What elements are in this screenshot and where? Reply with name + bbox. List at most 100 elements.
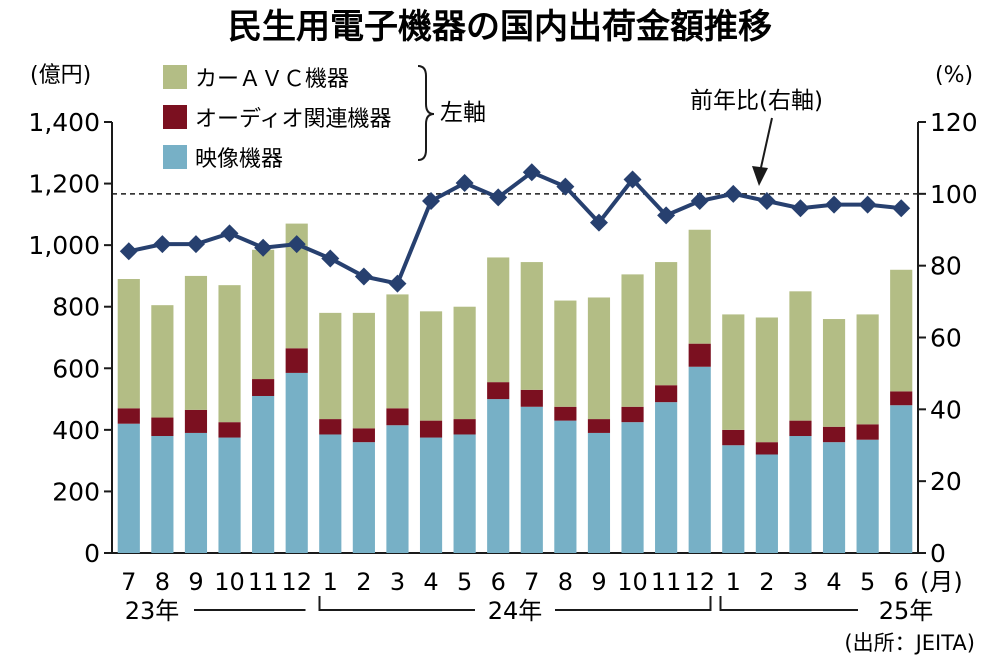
yoy-line [128,169,902,286]
yoy-point [220,224,239,243]
bar-audio [252,379,275,396]
bar-car-avc [554,300,577,407]
x-tick-label: 9 [188,568,203,596]
bar-audio [655,385,678,403]
left-tick-label: 1,200 [28,170,100,199]
x-tick-label: 11 [248,568,279,596]
yoy-point [724,184,743,203]
bar-car-avc [688,229,711,344]
x-tick-label: 8 [558,568,573,596]
chart-title: 民生用電子機器の国内出荷金額推移 [228,7,772,47]
year-label: 23年 [125,597,180,625]
bar-audio [285,348,308,373]
x-tick-label: 11 [651,568,682,596]
yoy-point [321,249,340,268]
bar-car-avc [621,274,644,407]
x-tick-label: 4 [423,568,438,596]
bar-video [419,437,443,553]
legend-group-label: 左軸 [440,100,486,126]
bar-audio [352,428,375,443]
bar-video [755,454,778,553]
yoy-point [522,163,541,182]
x-tick-label: 2 [759,568,774,596]
legend-label-car-avc: カーＡＶＣ機器 [195,67,349,92]
bar-car-avc [252,249,275,380]
x-tick-label: 5 [860,568,875,596]
year-label: 24年 [488,597,543,625]
left-tick-label: 1,000 [28,231,100,260]
bar-car-avc [117,279,140,409]
left-tick-label: 200 [52,477,100,506]
source-note: (出所：JEITA) [844,631,975,655]
legend-swatch-car-avc [163,65,187,89]
bar-video [285,372,308,553]
bar-audio [487,382,510,400]
bar-audio [419,420,443,438]
x-tick-label: 9 [591,568,606,596]
bar-car-avc [520,262,543,390]
right-tick-label: 20 [930,467,962,496]
bar-car-avc [856,314,879,425]
legend-label-audio: オーディオ関連機器 [195,107,391,132]
legend-swatch-audio [163,105,187,129]
bar-video [789,436,812,553]
line-annotation: 前年比(右軸) [690,88,823,114]
bar-video [722,445,745,553]
bar-video [117,423,140,553]
bar-video [352,442,375,553]
year-bracket [555,596,712,611]
yoy-point [858,195,877,214]
yoy-point [153,235,172,254]
bar-video [554,420,577,553]
x-tick-label: 1 [323,568,338,596]
bar-car-avc [419,311,443,421]
yoy-point [455,174,474,193]
yoy-point [825,195,844,214]
yoy-point [388,274,407,293]
bar-audio [621,406,644,423]
yoy-point [791,199,810,218]
x-tick-label: 3 [793,568,808,596]
bar-audio [554,406,577,421]
right-tick-label: 0 [930,539,946,568]
x-tick-label: 10 [214,568,245,596]
yoy-point [186,235,205,254]
yoy-point [489,188,508,207]
year-bracket [318,596,475,611]
bar-video [386,425,409,553]
bars [117,223,913,553]
left-tick-label: 1,400 [28,108,100,137]
x-tick-label: 6 [894,568,909,596]
bar-video [184,432,208,553]
bar-car-avc [285,223,308,349]
yoy-point [422,192,441,211]
yoy-point [657,206,676,225]
right-tick-label: 60 [930,324,962,353]
left-tick-label: 600 [52,354,100,383]
left-tick-label: 800 [52,293,100,322]
bar-car-avc [587,297,611,420]
bar-car-avc [822,319,846,427]
bar-video [520,406,543,553]
yoy-point [354,267,373,286]
x-axis-unit: (月) [920,568,963,596]
yoy-point [757,192,776,211]
bar-car-avc [319,312,342,420]
yoy-point [556,177,575,196]
bar-audio [218,422,241,438]
x-tick-label: 3 [390,568,405,596]
bar-audio [520,389,543,407]
bar-audio [755,442,778,455]
bar-video [252,395,275,553]
right-tick-label: 100 [930,180,978,209]
bar-video [319,434,342,553]
bar-car-avc [453,306,476,420]
bar-audio [722,429,745,446]
yoy-point [287,235,306,254]
bar-video [655,402,678,553]
bar-video [688,366,711,553]
yoy-point [690,192,709,211]
annotation-arrow [752,117,773,186]
bar-car-avc [386,294,409,409]
